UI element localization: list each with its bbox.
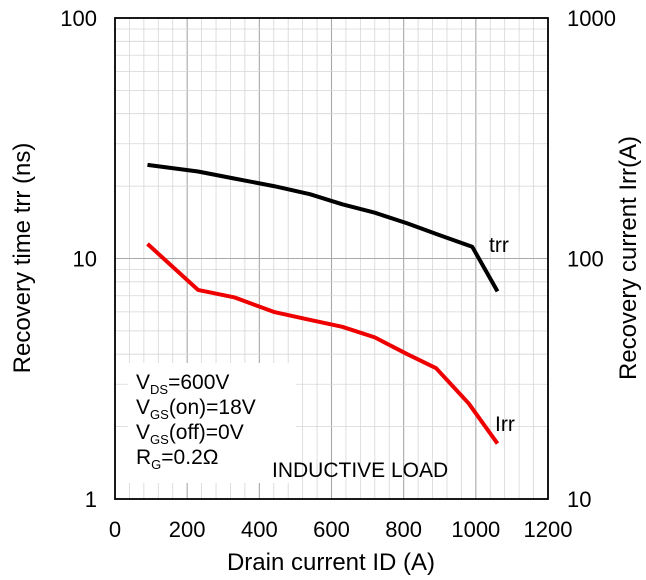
x-tick-label: 0 <box>109 517 121 542</box>
x-tick-label: 400 <box>241 517 278 542</box>
series-line-trr <box>147 162 500 293</box>
y-left-tick-label: 1 <box>85 487 97 512</box>
x-axis-label: Drain current ID (A) <box>227 549 435 576</box>
x-tick-label: 800 <box>385 517 422 542</box>
y-right-tick-label: 1000 <box>567 6 616 31</box>
series-label-trr: trr <box>489 234 509 257</box>
chart-grid <box>115 18 548 499</box>
x-tick-label: 1200 <box>524 517 573 542</box>
y-axis-right-label: Recovery current Irr(A) <box>615 136 642 380</box>
conditions-box <box>128 363 296 483</box>
series-lines <box>146 162 500 445</box>
axis-ticks: 0 200 400 600 800 1000 1200 1 10 100 10 100 1000 <box>60 6 616 542</box>
y-left-tick-label: 100 <box>60 6 97 31</box>
load-annotation: INDUCTIVE LOAD <box>272 459 448 482</box>
series-label-irr: Irr <box>495 413 515 436</box>
condition-line: RG=0.2Ω <box>136 446 218 472</box>
condition-line: VGS(on)=18V <box>136 396 256 422</box>
condition-line: VGS(off)=0V <box>136 421 244 447</box>
plot-frame <box>114 17 549 500</box>
y-left-tick-label: 10 <box>73 247 97 272</box>
x-tick-label: 1000 <box>451 517 500 542</box>
y-axis-left-label: Recovery time trr (ns) <box>9 143 36 374</box>
x-tick-label: 600 <box>313 517 350 542</box>
x-tick-label: 200 <box>169 517 206 542</box>
condition-line: VDS=600V <box>136 371 229 397</box>
y-right-tick-label: 10 <box>567 487 591 512</box>
series-line-irr <box>146 242 500 445</box>
y-right-tick-label: 100 <box>567 247 604 272</box>
